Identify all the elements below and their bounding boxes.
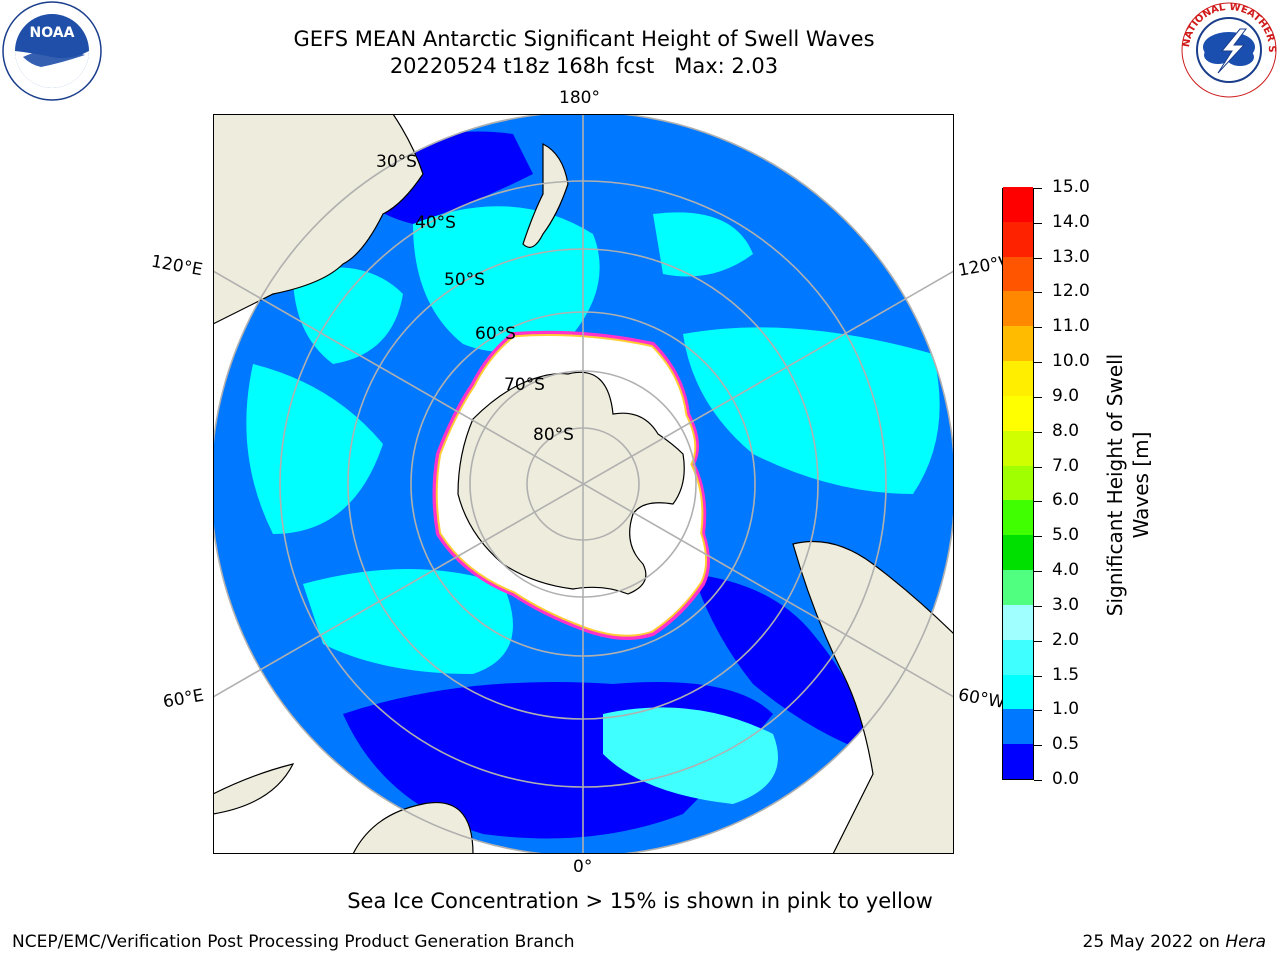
colorbar-tick: [1034, 710, 1042, 712]
polar-map: [213, 114, 954, 854]
colorbar-segment: [1003, 708, 1033, 745]
colorbar-tick-label: 1.5: [1052, 664, 1080, 685]
chart-title: GEFS MEAN Antarctic Significant Height o…: [293, 27, 875, 51]
nws-logo-icon: NATIONAL WEATHER SERVICE: [1180, 1, 1277, 98]
antarctica-landmass: [457, 371, 685, 595]
colorbar-segment: [1003, 569, 1033, 605]
moderate-swell-region: [413, 206, 600, 352]
colorbar-tick: [1034, 257, 1042, 259]
colorbar-tick-label: 0.5: [1052, 734, 1080, 755]
sea-ice-edge: [435, 334, 708, 637]
colorbar-segment: [1003, 395, 1033, 431]
colorbar-label: Significant Height of Swell Waves [m]: [1103, 353, 1153, 617]
colorbar-tick: [1034, 780, 1042, 781]
colorbar-segment: [1003, 674, 1033, 710]
colorbar-tick-label: 10.0: [1052, 351, 1090, 372]
colorbar-tick: [1034, 431, 1042, 433]
footer-host: Hera: [1225, 932, 1266, 952]
colorbar-tick: [1034, 571, 1042, 573]
colorbar-tick-label: 13.0: [1052, 246, 1090, 267]
colorbar-segment: [1003, 290, 1033, 327]
colorbar-tick-label: 1.0: [1052, 699, 1080, 720]
colorbar-segment: [1003, 325, 1033, 362]
colorbar-tick-label: 14.0: [1052, 211, 1090, 232]
colorbar-segment: [1003, 256, 1033, 292]
colorbar-tick: [1034, 640, 1042, 642]
colorbar-tick: [1034, 396, 1042, 398]
lat-label-40s: 40°S: [415, 213, 456, 233]
colorbar-tick-label: 7.0: [1052, 455, 1080, 476]
colorbar-segment: [1003, 360, 1033, 396]
colorbar-segment: [1003, 743, 1033, 779]
colorbar-segment: [1003, 639, 1033, 675]
moderate-swell-region: [653, 212, 753, 277]
caption: Sea Ice Concentration > 15% is shown in …: [347, 889, 933, 913]
new-zealand-landmass: [522, 143, 569, 248]
colorbar-tick-label: 9.0: [1052, 385, 1080, 406]
colorbar-segment: [1003, 465, 1033, 501]
svg-text:NOAA: NOAA: [30, 25, 75, 41]
colorbar-tick-label: 12.0: [1052, 281, 1090, 302]
colorbar-tick: [1034, 362, 1042, 364]
lon-label-60w: 60°W: [956, 685, 1007, 713]
colorbar-segment: [1003, 499, 1033, 536]
colorbar-tick-label: 8.0: [1052, 420, 1080, 441]
colorbar-tick: [1034, 536, 1042, 538]
colorbar-tick: [1034, 501, 1042, 503]
lat-label-50s: 50°S: [444, 270, 485, 290]
africa-landmass: [352, 802, 474, 854]
colorbar-tick-label: 5.0: [1052, 525, 1080, 546]
lat-label-80s: 80°S: [533, 425, 574, 445]
colorbar-segment: [1003, 430, 1033, 466]
lat-label-60s: 60°S: [475, 324, 516, 344]
low-swell-region: [693, 574, 873, 754]
colorbar-tick-label: 11.0: [1052, 316, 1090, 337]
lat-label-30s: 30°S: [376, 152, 417, 172]
lon-label-180: 180°: [559, 88, 600, 108]
colorbar-tick-label: 0.0: [1052, 769, 1080, 789]
noaa-logo-icon: NOAA: [2, 1, 102, 101]
colorbar-segment: [1003, 186, 1033, 222]
colorbar-segment: [1003, 604, 1033, 640]
colorbar-tick: [1034, 292, 1042, 294]
colorbar-tick-label: 3.0: [1052, 594, 1080, 615]
colorbar-segment: [1003, 534, 1033, 571]
colorbar-tick: [1034, 745, 1042, 747]
footer-date: 25 May 2022 on Hera: [1082, 932, 1267, 952]
lon-label-120e: 120°E: [149, 251, 205, 281]
colorbar-tick: [1034, 188, 1042, 189]
moderate-swell-region: [293, 267, 403, 364]
colorbar-segment: [1003, 221, 1033, 257]
moderate-swell-region: [303, 569, 513, 674]
lon-label-60e: 60°E: [161, 685, 206, 713]
graticule: [213, 114, 954, 854]
colorbar-tick: [1034, 675, 1042, 677]
colorbar-tick: [1034, 466, 1042, 468]
chart-subtitle: 20220524 t18z 168h fcst Max: 2.03: [389, 54, 779, 78]
colorbar-tick: [1034, 222, 1042, 224]
madagascar-landmass: [213, 763, 295, 815]
lon-label-0: 0°: [573, 857, 593, 877]
colorbar-tick: [1034, 605, 1042, 607]
lat-label-70s: 70°S: [504, 375, 545, 395]
colorbar: [1002, 186, 1034, 780]
footer-credit: NCEP/EMC/Verification Post Processing Pr…: [12, 932, 575, 952]
colorbar-tick-label: 6.0: [1052, 490, 1080, 511]
colorbar-tick-label: 2.0: [1052, 629, 1080, 650]
moderate-swell-region: [683, 327, 940, 494]
colorbar-tick: [1034, 327, 1042, 329]
colorbar-tick-label: 4.0: [1052, 560, 1080, 581]
colorbar-tick-label: 15.0: [1052, 177, 1090, 197]
